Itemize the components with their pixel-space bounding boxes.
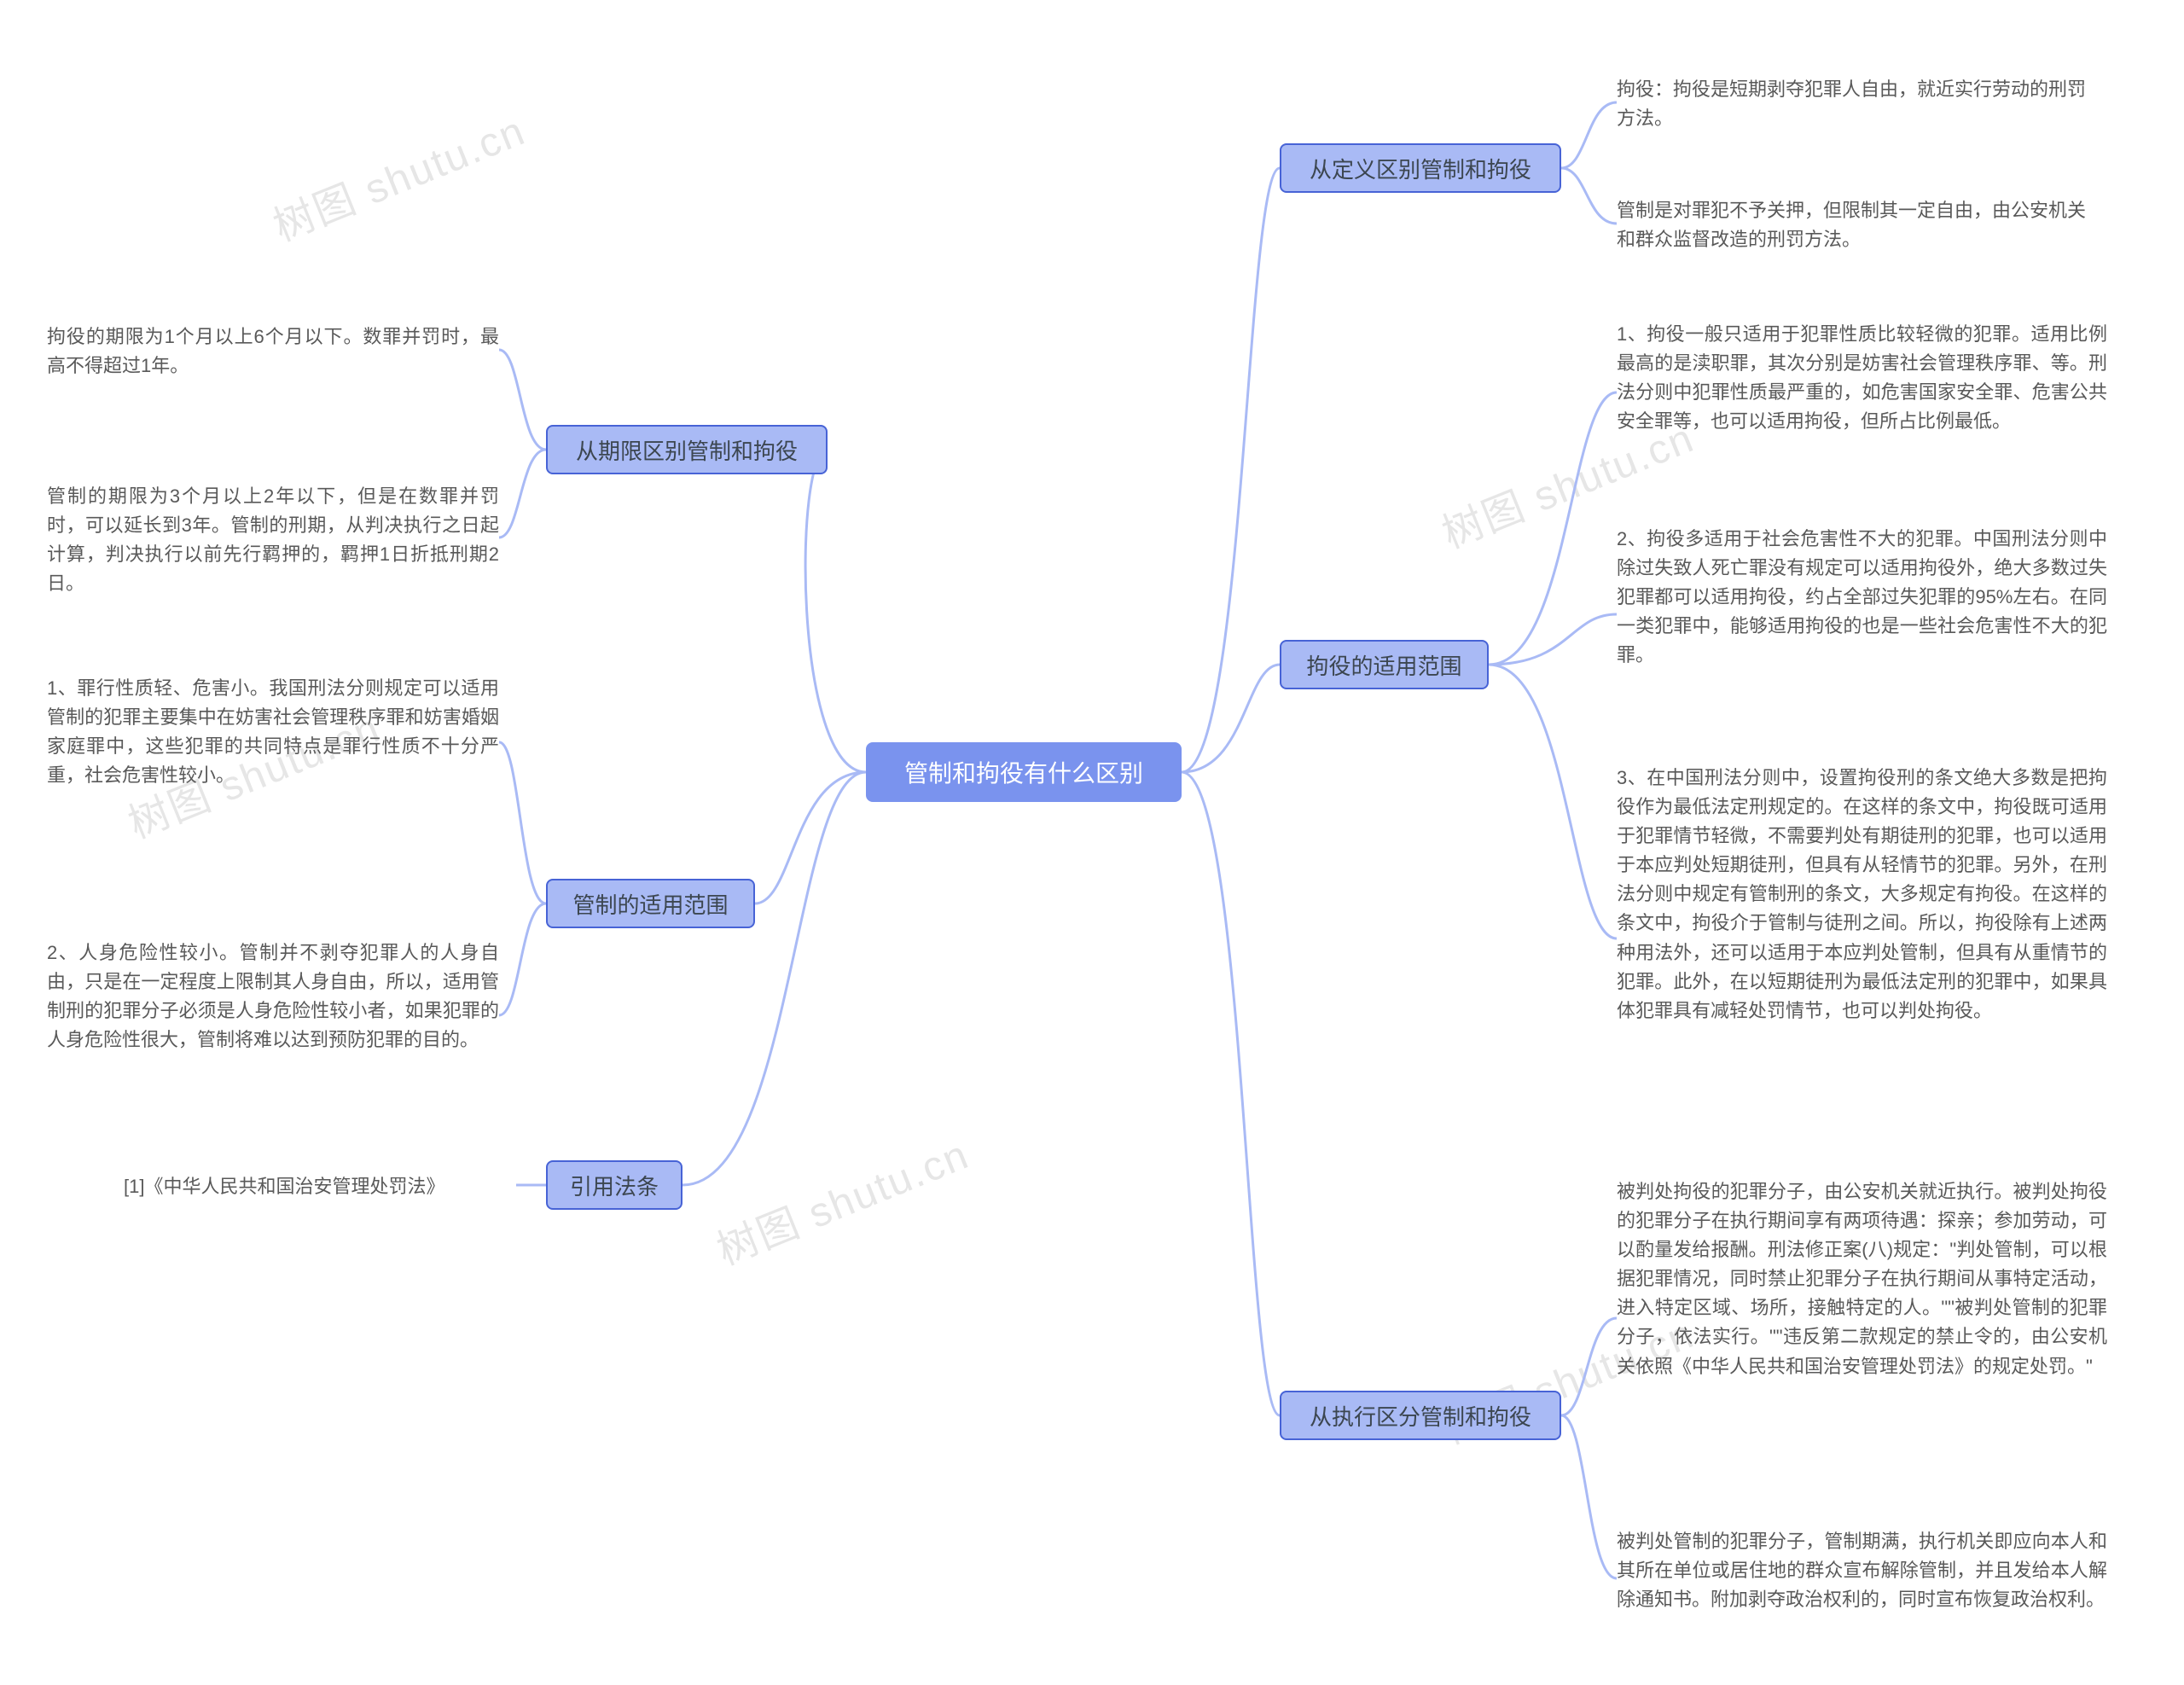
branch-label: 拘役的适用范围 <box>1306 649 1461 681</box>
branch-period[interactable]: 从期限区别管制和拘役 <box>546 425 828 474</box>
branch-scope-jy[interactable]: 拘役的适用范围 <box>1280 640 1489 689</box>
leaf-scope-jy-1: 1、拘役一般只适用于犯罪性质比较轻微的犯罪。适用比例最高的是渎职罪，其次分别是妨… <box>1617 320 2107 436</box>
branch-label: 引用法条 <box>570 1170 659 1201</box>
branch-label: 从期限区别管制和拘役 <box>576 434 798 466</box>
root-node[interactable]: 管制和拘役有什么区别 <box>866 742 1182 802</box>
leaf-period-2: 管制的期限为3个月以上2年以下，但是在数罪并罚时，可以延长到3年。管制的刑期，从… <box>47 482 499 598</box>
branch-label: 从定义区别管制和拘役 <box>1310 153 1531 184</box>
root-label: 管制和拘役有什么区别 <box>904 755 1143 789</box>
branch-label: 从执行区分管制和拘役 <box>1310 1400 1531 1432</box>
watermark: 树图 shutu.cn <box>706 1121 976 1276</box>
leaf-scope-gz-2: 2、人身危险性较小。管制并不剥夺犯罪人的人身自由，只是在一定程度上限制其人身自由… <box>47 938 499 1055</box>
branch-def[interactable]: 从定义区别管制和拘役 <box>1280 143 1561 193</box>
branch-scope-gz[interactable]: 管制的适用范围 <box>546 879 755 928</box>
leaf-period-1: 拘役的期限为1个月以上6个月以下。数罪并罚时，最高不得超过1年。 <box>47 322 499 381</box>
leaf-scope-jy-3: 3、在中国刑法分则中，设置拘役刑的条文绝大多数是把拘役作为最低法定刑规定的。在这… <box>1617 764 2107 1026</box>
branch-label: 管制的适用范围 <box>572 888 728 920</box>
leaf-scope-jy-2: 2、拘役多适用于社会危害性不大的犯罪。中国刑法分则中除过失致人死亡罪没有规定可以… <box>1617 525 2107 670</box>
leaf-def-2: 管制是对罪犯不予关押，但限制其一定自由，由公安机关和群众监督改造的刑罚方法。 <box>1617 196 2086 254</box>
leaf-scope-gz-1: 1、罪行性质轻、危害小。我国刑法分则规定可以适用管制的犯罪主要集中在妨害社会管理… <box>47 674 499 790</box>
branch-cite[interactable]: 引用法条 <box>546 1160 682 1210</box>
leaf-exec-1: 被判处拘役的犯罪分子，由公安机关就近执行。被判处拘役的犯罪分子在执行期间享有两项… <box>1617 1177 2107 1381</box>
leaf-def-1: 拘役：拘役是短期剥夺犯罪人自由，就近实行劳动的刑罚方法。 <box>1617 75 2086 133</box>
leaf-exec-2: 被判处管制的犯罪分子，管制期满，执行机关即应向本人和其所在单位或居住地的群众宣布… <box>1617 1527 2107 1614</box>
branch-exec[interactable]: 从执行区分管制和拘役 <box>1280 1391 1561 1440</box>
leaf-cite-1: [1]《中华人民共和国治安管理处罚法》 <box>124 1172 516 1201</box>
watermark: 树图 shutu.cn <box>263 97 532 253</box>
